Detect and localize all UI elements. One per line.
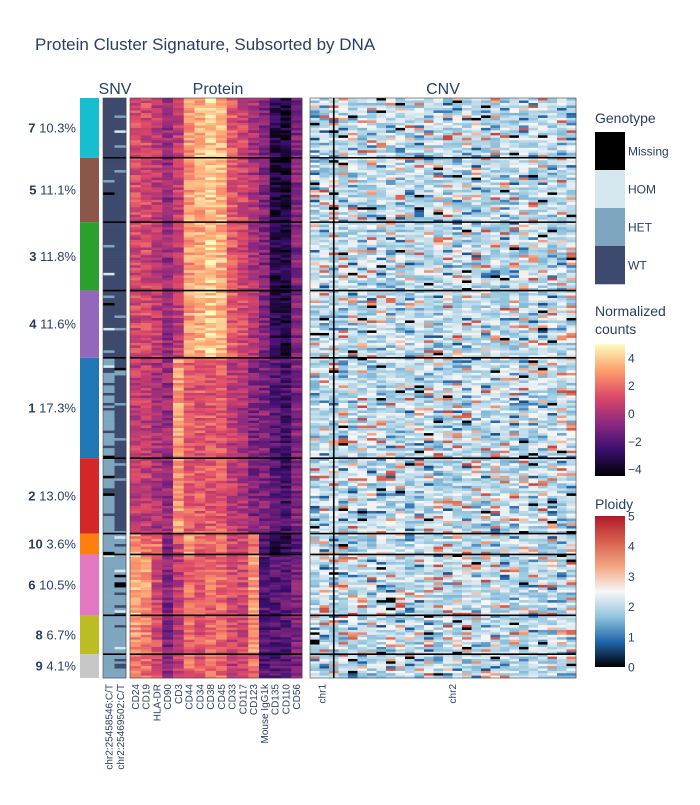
cluster-label-2: 2 13.0% <box>28 488 76 503</box>
protein-panel-title: Protein <box>193 81 244 98</box>
cluster-bar-6 <box>80 554 99 615</box>
protein-column-label: CD45 <box>217 684 228 710</box>
ploidy-colorbar-tick-label: 2 <box>628 600 635 614</box>
cluster-bar-2 <box>80 458 99 533</box>
protein-colorbar-tick-label: −2 <box>628 435 642 449</box>
protein-column-label: CD3 <box>174 684 185 704</box>
protein-column-label: CD44 <box>185 684 196 710</box>
genotype-legend-label: HET <box>628 221 653 235</box>
protein-colorbar-tick-label: 2 <box>628 379 635 393</box>
genotype-swatch <box>595 132 625 170</box>
cluster-label-10: 10 3.6% <box>28 537 76 552</box>
cluster-bar-8 <box>80 615 99 654</box>
protein-column-label: Mouse IgG1k <box>260 683 271 743</box>
ploidy-colorbar-tick-label: 4 <box>628 540 635 554</box>
cluster-bar-3 <box>80 222 99 290</box>
snv-column-label: chr2:25458546:C/T <box>105 684 116 770</box>
genotype-legend-title: Genotype <box>595 110 656 126</box>
protein-colorbar-tick-label: −4 <box>628 463 642 477</box>
cnv-panel-title: CNV <box>426 81 460 98</box>
genotype-swatch <box>595 170 625 208</box>
protein-column-label: CD135 <box>271 684 282 716</box>
ploidy-colorbar-tick-label: 3 <box>628 570 635 584</box>
protein-column-label: HLA-DR <box>152 684 163 721</box>
cnv-heatmap <box>310 98 576 678</box>
protein-column-label: CD19 <box>142 684 153 710</box>
cluster-bar-4 <box>80 291 99 358</box>
ploidy-colorbar-tick-label: 1 <box>628 630 635 644</box>
cluster-bar-1 <box>80 358 99 458</box>
cluster-label-9: 9 4.1% <box>36 659 77 674</box>
ploidy-colorbar-tick-label: 0 <box>628 661 635 675</box>
protein-colorbar-tick-label: 4 <box>628 351 635 365</box>
cluster-bar-10 <box>80 534 99 555</box>
protein-column-label: CD110 <box>281 684 292 715</box>
protein-column-label: CD56 <box>292 684 303 710</box>
genotype-legend-label: HOM <box>628 183 656 197</box>
cnv-column-label: chr2 <box>448 684 459 704</box>
cluster-label-6: 6 10.5% <box>28 577 76 592</box>
cluster-label-8: 8 6.7% <box>36 627 77 642</box>
genotype-legend-label: Missing <box>628 145 669 159</box>
cluster-label-3: 3 11.8% <box>29 249 76 264</box>
protein-column-label: CD117 <box>238 684 249 715</box>
snv-column-label: chr2:25469502:C/T <box>116 684 127 770</box>
protein-column-label: CD38 <box>206 684 217 710</box>
genotype-swatch <box>595 246 625 284</box>
protein-colorbar-title-line-2: counts <box>595 321 636 337</box>
protein-column-label: CD24 <box>131 684 142 710</box>
cluster-label-4: 4 11.6% <box>29 317 76 332</box>
ploidy-colorbar <box>595 516 625 667</box>
protein-colorbar <box>595 344 625 476</box>
snv-heatmap <box>103 98 126 678</box>
cluster-label-1: 1 17.3% <box>28 401 76 416</box>
protein-colorbar-title-line-1: Normalized <box>595 303 666 319</box>
cluster-label-5: 5 11.1% <box>29 182 76 197</box>
cluster-bar-5 <box>80 158 99 222</box>
snv-panel-title: SNV <box>99 81 132 98</box>
chart-title: Protein Cluster Signature, Subsorted by … <box>35 35 376 54</box>
genotype-legend-label: WT <box>628 259 647 273</box>
protein-column-label: CD33 <box>228 684 239 710</box>
protein-column-label: CD34 <box>195 684 206 710</box>
protein-heatmap <box>130 98 302 678</box>
protein-column-label: CD90 <box>163 684 174 710</box>
protein-colorbar-tick-label: 0 <box>628 407 635 421</box>
cluster-bar-9 <box>80 654 99 678</box>
cnv-column-label: chr1 <box>317 684 328 704</box>
genotype-swatch <box>595 208 625 246</box>
ploidy-colorbar-tick-label: 5 <box>628 510 635 524</box>
cluster-bar-7 <box>80 98 99 158</box>
cluster-label-7: 7 10.3% <box>28 120 76 135</box>
protein-column-label: CD123 <box>249 684 260 716</box>
